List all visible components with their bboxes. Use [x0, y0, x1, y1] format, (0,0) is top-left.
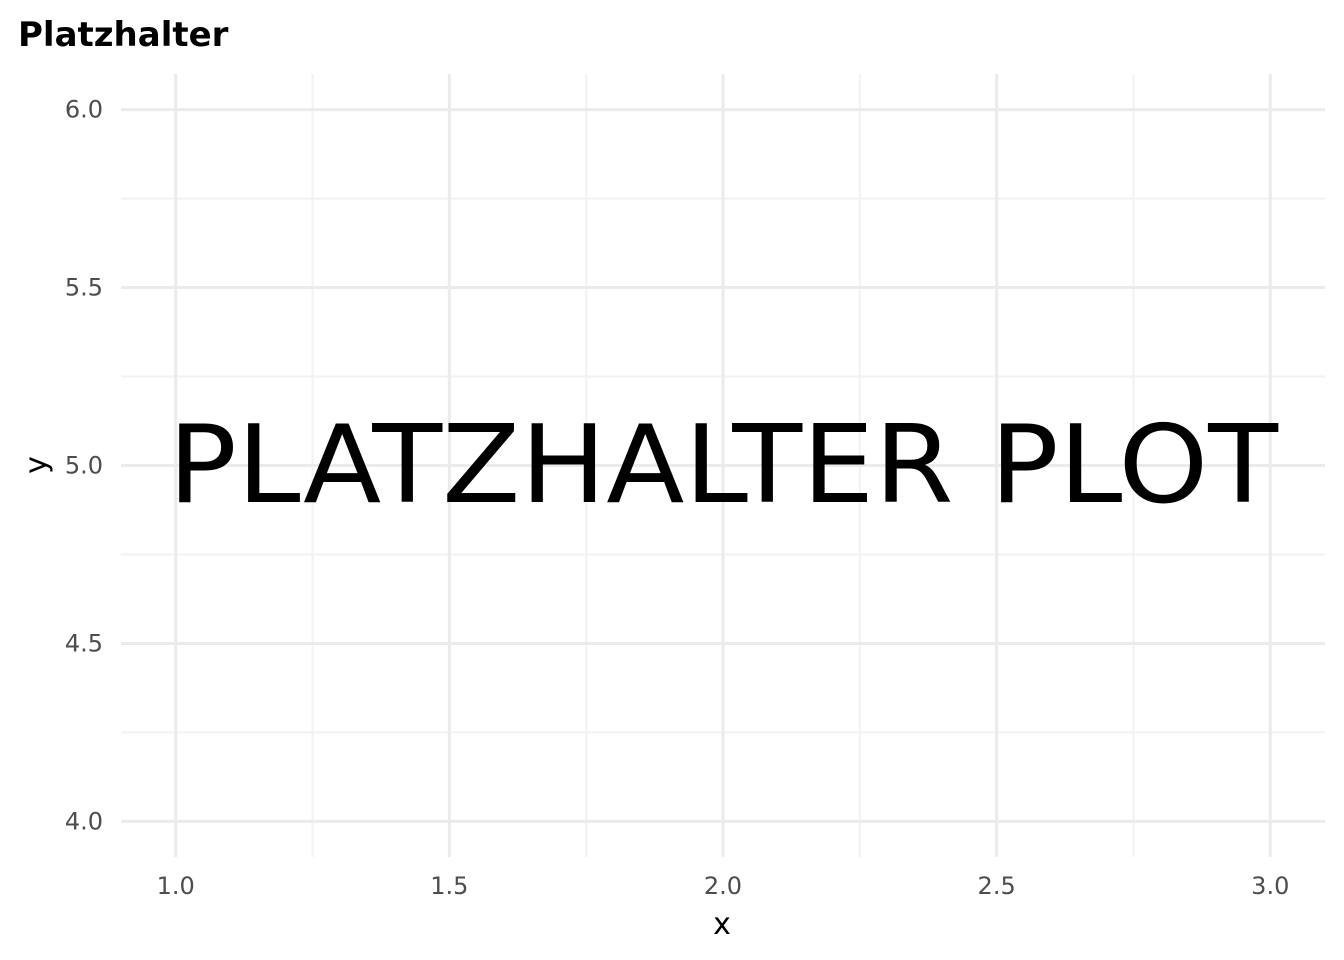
x-tick-label: 3.0 — [1251, 872, 1289, 900]
y-tick-label: 6.0 — [65, 96, 103, 124]
x-tick-label: 1.5 — [430, 872, 468, 900]
y-tick-label: 5.5 — [65, 274, 103, 302]
x-tick-label: 2.5 — [978, 872, 1016, 900]
y-axis-ticks: 4.0 4.5 5.0 5.5 6.0 — [65, 96, 103, 836]
placeholder-annotation: PLATZHALTER PLOT — [168, 403, 1279, 528]
x-tick-label: 2.0 — [704, 872, 742, 900]
y-tick-label: 4.0 — [65, 807, 103, 835]
x-axis-title: x — [713, 907, 731, 942]
x-tick-label: 1.0 — [157, 872, 195, 900]
y-axis-title: y — [19, 456, 54, 474]
chart-title: Platzhalter — [18, 15, 229, 55]
y-tick-label: 4.5 — [65, 629, 103, 657]
major-grid — [121, 74, 1325, 857]
x-axis-ticks: 1.0 1.5 2.0 2.5 3.0 — [157, 872, 1290, 900]
y-tick-label: 5.0 — [65, 452, 103, 480]
